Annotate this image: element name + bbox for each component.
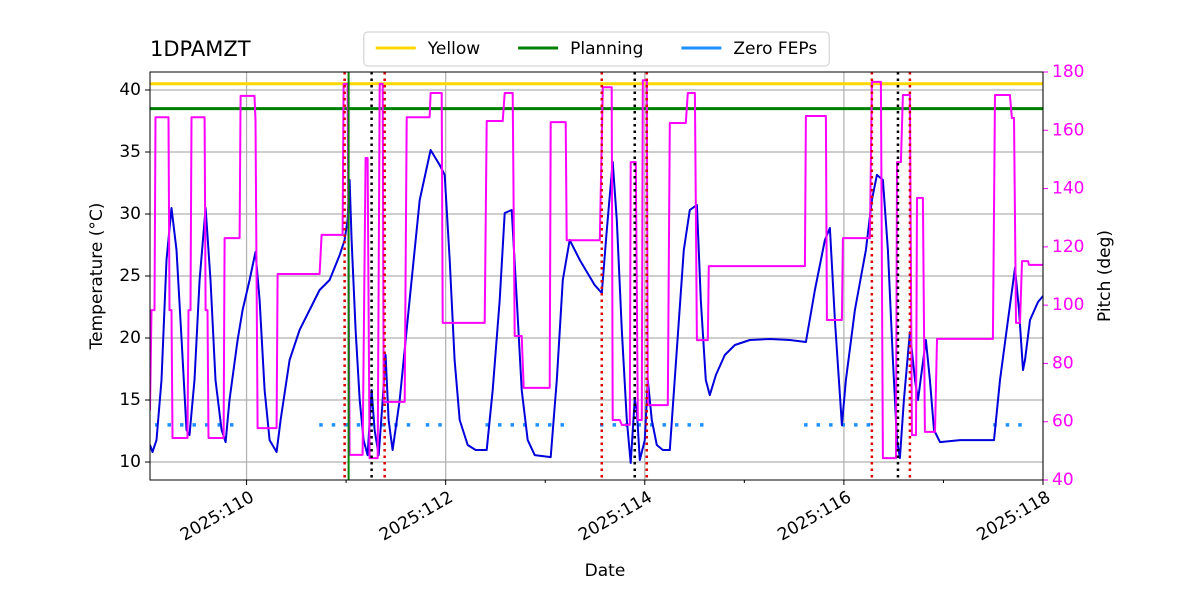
legend-label: Yellow xyxy=(427,39,480,59)
plot-frame xyxy=(149,71,1044,481)
y-tick-label: 25 xyxy=(119,266,141,286)
y-tick-label: 30 xyxy=(119,204,141,224)
temperature-line xyxy=(150,149,1043,464)
legend-label: Planning xyxy=(570,39,643,59)
y2-tick-label: 180 xyxy=(1052,62,1084,82)
y-tick-label: 20 xyxy=(119,328,141,348)
y2-axis-label: Pitch (deg) xyxy=(1095,230,1115,322)
legend-label: Zero FEPs xyxy=(733,39,817,59)
chart-title: 1DPAMZT xyxy=(150,37,251,61)
y2-tick-label: 140 xyxy=(1052,179,1084,199)
x-axis-label: Date xyxy=(585,561,626,581)
y2-tick-label: 40 xyxy=(1052,470,1074,490)
y-tick-label: 35 xyxy=(119,142,141,162)
y2-tick-label: 160 xyxy=(1052,120,1084,140)
y2-tick-label: 80 xyxy=(1052,353,1074,373)
y-axis-label: Temperature (°C) xyxy=(87,203,107,351)
y-tick-label: 15 xyxy=(119,390,141,410)
y2-tick-label: 120 xyxy=(1052,237,1084,257)
pitch-line xyxy=(150,79,1043,460)
plot-area xyxy=(150,72,1043,480)
y-tick-label: 40 xyxy=(119,80,141,100)
y-tick-label: 10 xyxy=(119,452,141,472)
legend-box xyxy=(363,31,830,67)
legend: Yellow Planning Zero FEPs xyxy=(363,31,830,67)
y2-tick-label: 60 xyxy=(1052,412,1074,432)
y2-tick-label: 100 xyxy=(1052,295,1084,315)
